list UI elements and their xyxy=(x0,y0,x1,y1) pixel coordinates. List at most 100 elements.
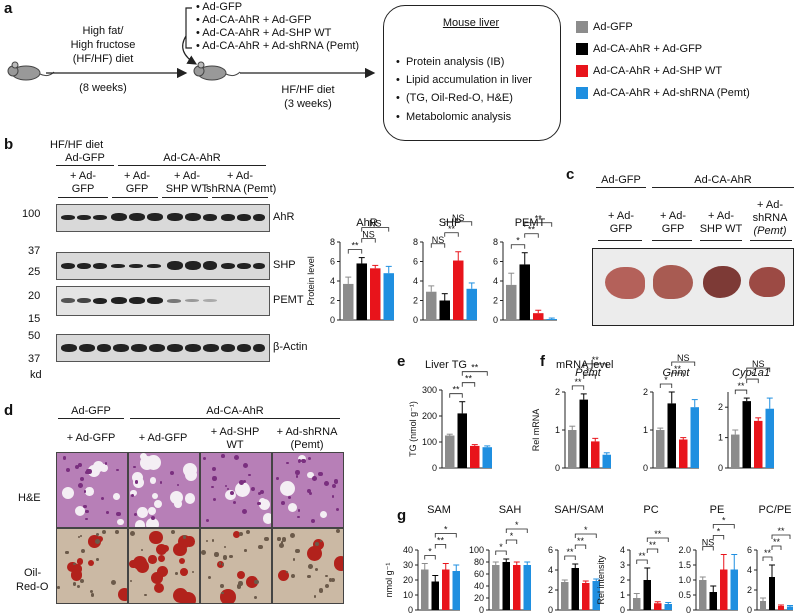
liver-label: + Ad- xyxy=(608,210,634,222)
significance-label: ** xyxy=(566,547,574,557)
row-label: H&E xyxy=(18,492,41,504)
significance-bracket xyxy=(505,539,518,544)
significance-bracket xyxy=(646,537,669,542)
significance-label: * xyxy=(516,236,520,246)
bar xyxy=(592,581,600,610)
row-label: Red-O xyxy=(16,581,49,593)
blot-ahr xyxy=(56,204,270,232)
significance-label: ** xyxy=(649,540,657,550)
bar xyxy=(442,569,450,610)
lane-label: GFP xyxy=(71,183,95,195)
liver-label: GFP xyxy=(661,223,685,235)
bar xyxy=(769,577,775,610)
group-ad-ca-ahr: Ad-CA-AhR xyxy=(163,152,221,164)
liver-photo-panel xyxy=(592,248,794,326)
column-label: + Ad-GFP xyxy=(66,432,116,444)
significance-label: * xyxy=(499,542,503,552)
y-tick-label: 100 xyxy=(469,545,484,555)
significance-label: NS xyxy=(362,230,375,240)
chart-title: SAM xyxy=(427,504,451,516)
lane-label: + Ad- xyxy=(174,170,200,182)
chart-title: PE xyxy=(710,504,725,516)
significance-bracket xyxy=(461,382,476,387)
chart-title: PEMT xyxy=(515,217,546,229)
y-tick-label: 2 xyxy=(620,575,625,585)
significance-label: * xyxy=(584,525,588,535)
significance-label: ** xyxy=(448,224,456,234)
liver-image xyxy=(653,265,693,299)
significance-label: NS xyxy=(432,235,445,245)
legend-swatch-blue xyxy=(576,87,588,99)
oil-red-o-image xyxy=(128,528,200,604)
bar xyxy=(787,606,793,610)
significance-bracket xyxy=(495,550,507,555)
bar xyxy=(546,319,557,320)
lane-label: shRNA (Pemt) xyxy=(206,183,277,195)
y-tick-label: 0 xyxy=(479,605,484,615)
he-stain-image xyxy=(128,452,200,528)
bar xyxy=(466,288,477,320)
bar xyxy=(667,403,676,468)
bar xyxy=(370,268,381,320)
y-tick-label: 2 xyxy=(643,387,648,397)
bar xyxy=(602,454,611,468)
significance-label: ** xyxy=(674,364,682,374)
y-axis-label: nmol g⁻¹ xyxy=(384,563,394,598)
significance-bracket xyxy=(574,533,597,538)
y-tick-label: 0 xyxy=(548,605,553,615)
treatment-3: • Ad-CA-AhR + Ad-SHP WT xyxy=(196,27,332,39)
mw-marker: 37 xyxy=(28,245,41,257)
protein-label: PEMT xyxy=(273,294,304,306)
significance-bracket xyxy=(659,383,673,388)
y-tick-label: 2 xyxy=(555,387,560,397)
divider xyxy=(118,165,266,166)
significance-bracket xyxy=(524,222,553,227)
bar xyxy=(343,283,354,320)
significance-label: ** xyxy=(535,214,543,224)
y-tick-label: 3 xyxy=(620,560,625,570)
significance-bracket xyxy=(434,533,457,538)
y-tick-label: 20 xyxy=(474,593,484,603)
column-label: + Ad-GFP xyxy=(138,432,188,444)
lane-label: GFP xyxy=(125,183,149,195)
analysis-2: • Lipid accumulation in liver xyxy=(396,74,532,86)
bar xyxy=(591,441,600,468)
bar xyxy=(730,569,738,610)
significance-bracket xyxy=(762,556,773,561)
kd-label: kd xyxy=(30,369,42,381)
weeks-8: (8 weeks) xyxy=(79,82,127,94)
legend-label: Ad-CA-AhR + Ad-shRNA (Pemt) xyxy=(593,87,750,99)
y-tick-label: 40 xyxy=(403,545,413,555)
he-stain-image xyxy=(56,452,128,528)
chart-title: PC xyxy=(643,504,658,516)
chart-title: SHP xyxy=(439,217,462,229)
significance-bracket xyxy=(571,385,585,390)
group-ad-gfp: Ad-GFP xyxy=(601,174,641,186)
bar xyxy=(699,580,707,610)
chart-title: SAH/SAM xyxy=(554,504,604,516)
y-tick-label: 4 xyxy=(620,545,625,555)
significance-bracket xyxy=(510,244,526,249)
liver-label: shRNA xyxy=(752,212,788,224)
liver-label: + Ad- xyxy=(660,210,686,222)
bar xyxy=(519,264,530,320)
significance-bracket xyxy=(746,378,759,384)
column-label: WT xyxy=(226,439,244,451)
bar xyxy=(470,445,480,468)
divider xyxy=(700,240,742,241)
y-tick-label: 30 xyxy=(403,560,413,570)
oil-red-o-image xyxy=(56,528,128,604)
mouse-liver-title: Mouse liver xyxy=(442,17,500,29)
significance-label: * xyxy=(722,516,726,526)
mouse-icon xyxy=(7,61,55,81)
treatment-4: • Ad-CA-AhR + Ad-shRNA (Pemt) xyxy=(196,40,360,52)
bar xyxy=(426,291,437,320)
significance-bracket xyxy=(583,363,608,368)
bar xyxy=(513,565,521,610)
significance-label: ** xyxy=(592,355,600,365)
divider xyxy=(212,197,268,198)
bar xyxy=(356,263,367,320)
